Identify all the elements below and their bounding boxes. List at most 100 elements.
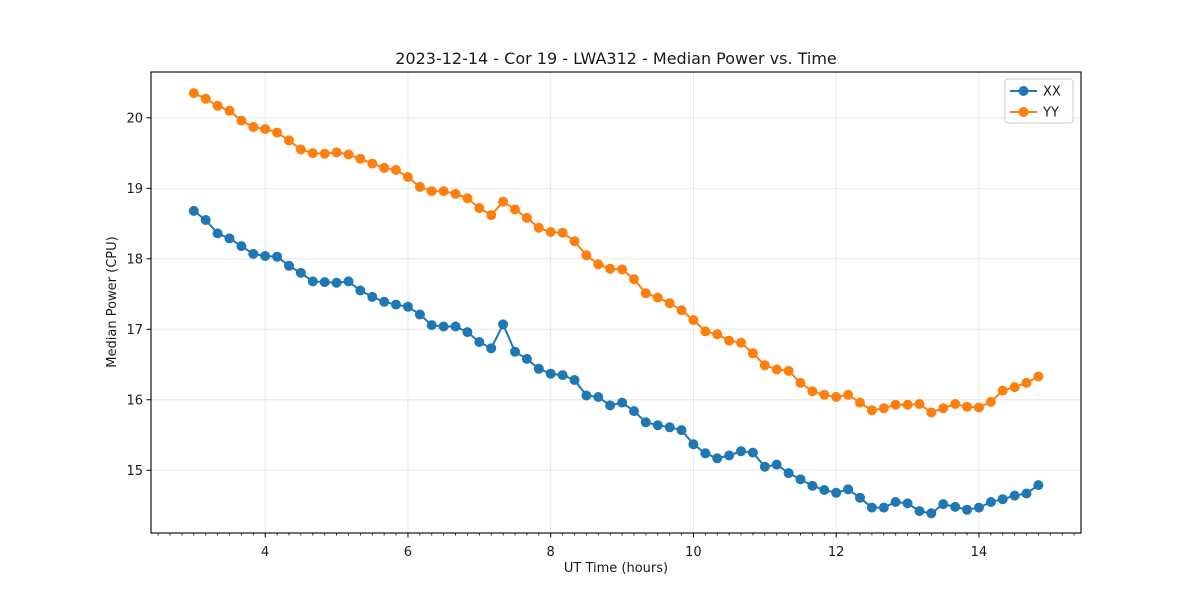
series-xx-point [807, 480, 818, 491]
series-yy-point [248, 122, 259, 132]
series-yy-point [795, 377, 806, 388]
series-xx-point [379, 296, 390, 307]
series-yy-point [878, 403, 889, 414]
series-yy-point [985, 396, 996, 407]
series-yy-point [831, 392, 842, 402]
series-xx-point [200, 215, 211, 225]
y-axis-label: Median Power (CPU) [105, 236, 120, 367]
series-yy-point [855, 397, 865, 408]
series-xx-point [843, 484, 854, 495]
series-layer [188, 88, 1044, 519]
series-xx-point [783, 468, 794, 479]
series-yy-point [307, 148, 318, 159]
series-yy-point [391, 165, 401, 175]
series-yy-point [260, 124, 271, 135]
series-xx-point [272, 251, 283, 262]
series-yy-point [1009, 382, 1020, 393]
series-yy-point [771, 364, 782, 375]
axis-tick-labels: 4 6 8 10 12 14 15 16 17 18 19 20 [126, 111, 987, 560]
y-tick-label: 18 [126, 252, 143, 267]
series-yy-point [747, 348, 758, 359]
series-xx-point [486, 343, 497, 354]
series-yy-point [819, 389, 830, 400]
plot-border [150, 71, 1082, 534]
series-xx-point [319, 277, 330, 288]
legend-label-xx: XX [1043, 85, 1061, 100]
series-xx-point [736, 446, 746, 457]
series-yy-line [192, 92, 1040, 414]
y-tick-label: 17 [126, 323, 143, 338]
series-yy-point [188, 88, 199, 99]
series-yy-point [295, 144, 306, 155]
series-yy-point [533, 222, 544, 233]
series-xx-point [284, 260, 294, 271]
series-yy-point [640, 288, 651, 299]
series-xx [188, 205, 1044, 519]
series-xx-point [1033, 480, 1044, 491]
series-yy-point [569, 236, 580, 247]
series-xx-point [759, 461, 770, 472]
series-yy-point [938, 403, 949, 414]
y-tick-label: 15 [126, 464, 143, 479]
y-tick-label: 20 [126, 111, 143, 126]
series-xx-point [700, 448, 711, 459]
series-xx-point [295, 267, 306, 278]
x-tick-label: 6 [404, 545, 412, 560]
x-tick-label: 10 [685, 545, 702, 560]
series-yy-point [510, 204, 520, 215]
series-xx-point [391, 299, 401, 310]
x-tick-label: 12 [828, 545, 845, 560]
series-xx-point [605, 400, 616, 411]
series-yy-point [926, 407, 937, 418]
series-yy-point [688, 315, 699, 326]
series-yy-point [866, 405, 877, 416]
series-yy-point [724, 335, 735, 346]
series-xx-point [747, 447, 758, 458]
series-xx-point [414, 309, 425, 320]
series-xx-point [355, 285, 366, 296]
series-xx-point [902, 498, 913, 509]
series-xx-point [224, 233, 235, 244]
series-yy-point [426, 186, 437, 197]
legend-marker-yy-icon [1018, 107, 1029, 117]
series-xx-point [997, 494, 1008, 505]
y-tick-label: 19 [126, 182, 143, 197]
series-xx-point [533, 363, 544, 374]
series-yy-point [414, 181, 425, 192]
legend-box [1004, 78, 1074, 124]
series-yy-point [973, 402, 984, 413]
series-yy-point [450, 188, 461, 199]
series-yy-point [355, 153, 366, 164]
series-yy-point [676, 305, 687, 316]
series-yy-point [617, 264, 628, 275]
chart-title: 2023-12-14 - Cor 19 - LWA312 - Median Po… [395, 49, 837, 68]
grid-lines [151, 72, 1081, 533]
series-yy-point [486, 210, 497, 221]
series-xx-point [521, 353, 532, 364]
series-yy [188, 88, 1044, 418]
series-xx-point [676, 425, 687, 436]
series-xx-point [557, 370, 568, 381]
series-xx-point [367, 291, 378, 302]
x-tick-label: 8 [547, 545, 555, 560]
series-xx-point [426, 320, 437, 331]
legend: XX YY [1004, 78, 1074, 124]
series-yy-point [474, 203, 485, 213]
series-yy-point [950, 399, 961, 409]
series-yy-point [914, 399, 925, 409]
series-xx-point [855, 492, 865, 503]
series-yy-point [212, 100, 223, 111]
series-yy-point [664, 298, 675, 309]
series-xx-point [1021, 488, 1032, 499]
series-xx-point [331, 277, 342, 288]
series-yy-point [498, 196, 509, 207]
series-xx-point [866, 502, 877, 513]
series-xx-point [593, 392, 604, 402]
series-xx-point [188, 205, 199, 216]
series-xx-point [307, 276, 318, 287]
series-yy-point [759, 360, 770, 371]
series-yy-point [807, 386, 818, 397]
series-yy-point [343, 149, 354, 160]
series-xx-point [629, 406, 639, 417]
